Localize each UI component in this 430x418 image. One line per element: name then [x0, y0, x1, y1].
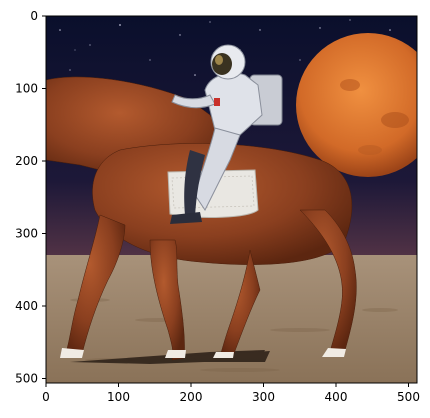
horse-hooves	[60, 348, 346, 358]
x-axis: 0 100 200 300 400 500	[42, 383, 420, 404]
planet	[296, 33, 417, 177]
image-content	[46, 16, 417, 383]
x-tick-label: 0	[42, 390, 50, 404]
x-tick-label: 300	[252, 390, 275, 404]
plot-frame	[45, 15, 418, 384]
x-tick-label: 400	[325, 390, 348, 404]
y-tick-label: 400	[15, 299, 38, 313]
y-tick-label: 100	[15, 82, 38, 96]
y-tick-label: 200	[15, 154, 38, 168]
y-tick-label: 0	[30, 9, 38, 23]
x-tick-label: 200	[180, 390, 203, 404]
astronaut	[170, 44, 283, 224]
y-tick-label: 500	[15, 372, 38, 386]
x-tick-label: 100	[107, 390, 130, 404]
x-tick-label: 500	[397, 390, 420, 404]
y-tick-label: 300	[15, 227, 38, 241]
y-axis: 0 100 200 300 400 500	[15, 9, 46, 386]
